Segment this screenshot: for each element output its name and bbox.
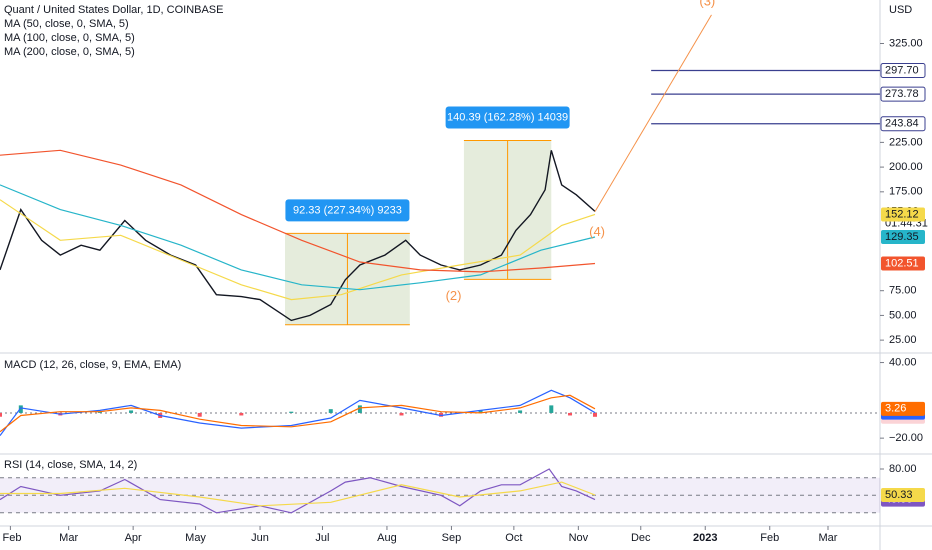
histogram-bar: [439, 412, 444, 417]
badge-label: 129.35: [885, 231, 919, 243]
series-line: [0, 184, 596, 291]
series-line: [0, 394, 596, 433]
x-tick-label: Mar: [59, 532, 78, 544]
legend-entry: MA (50, close, 0, SMA, 5): [4, 18, 129, 30]
pane-title: Quant / United States Dollar, 1D, COINBA…: [4, 4, 223, 16]
wave-label: (3): [699, 0, 715, 8]
badge-bg: [881, 207, 925, 222]
wave-label: (4): [589, 224, 605, 239]
price-badge: 243.84: [880, 116, 926, 132]
price-badge: 273.78: [880, 86, 926, 102]
badge-bg: [880, 86, 926, 102]
measure-label: 92.33 (227.34%) 9233: [293, 204, 402, 216]
y-tick-label: 80.00: [889, 463, 917, 475]
price-badge: 129.35: [881, 229, 925, 244]
series-line: [0, 389, 596, 436]
badge-label: 152.12: [885, 208, 919, 220]
histogram-bar: [549, 405, 554, 413]
badge-bg: [880, 116, 926, 132]
legend-entry: MA (100, close, 0, SMA, 5): [4, 32, 135, 44]
x-tick-label: 2023: [693, 532, 717, 544]
y-tick-label: 40.00: [889, 356, 917, 368]
price-badge: 50.33: [881, 487, 925, 502]
badge-bg: [880, 62, 926, 78]
measure-label-bg: [285, 199, 410, 222]
projection-line: [594, 14, 712, 212]
y-tick-label: 50.00: [889, 309, 917, 321]
series-line: [0, 481, 596, 507]
series-line: [0, 468, 596, 514]
histogram-bar: [239, 412, 244, 416]
badge-label: 3.26: [885, 403, 906, 415]
pane: (2) (4) (3): [0, 0, 880, 326]
y-tick-label: 325.00: [889, 37, 923, 49]
x-tick-label: Feb: [3, 532, 22, 544]
badge-label: 297.70: [885, 64, 919, 76]
x-tick-label: Apr: [125, 532, 142, 544]
x-tick-label: Feb: [760, 532, 779, 544]
histogram-bar: [357, 405, 362, 413]
x-tick-label: Oct: [505, 532, 522, 544]
y-tick-label: 200.00: [889, 161, 923, 173]
price-badge: 3.26: [881, 401, 925, 416]
wave-label: (2): [446, 288, 462, 303]
histogram-bar: [592, 412, 597, 417]
histogram-bar: [97, 411, 102, 413]
x-tick-label: Dec: [631, 532, 651, 544]
pane: [0, 468, 880, 514]
y-tick-label: 75.00: [889, 285, 917, 297]
price-badge: 102.51: [881, 256, 925, 271]
legend-entry: MA (200, close, 0, SMA, 5): [4, 46, 135, 58]
series-line: [0, 149, 596, 273]
x-tick-label: Nov: [569, 532, 589, 544]
series-line: [0, 150, 596, 322]
badge-bg: [881, 256, 925, 271]
pane: [0, 389, 880, 436]
badge-label: 102.51: [885, 257, 919, 269]
badge-label: 243.84: [885, 118, 919, 130]
x-tick-label: Aug: [377, 532, 397, 544]
badge-label: 50.33: [885, 489, 913, 501]
pane-title: MACD (12, 26, close, 9, EMA, EMA): [4, 359, 181, 371]
x-tick-label: Sep: [442, 532, 462, 544]
price-badge: 152.12: [881, 207, 925, 222]
measure-label: 140.39 (162.28%) 14039: [447, 111, 568, 123]
histogram-bar: [328, 409, 333, 413]
x-tick-label: Jun: [251, 532, 269, 544]
x-tick-label: May: [185, 532, 206, 544]
y-tick-label: −20.00: [889, 432, 923, 444]
series-line: [0, 199, 596, 301]
measure-label-bg: [445, 106, 570, 129]
histogram-bar: [289, 411, 294, 413]
x-tick-label: Jul: [315, 532, 329, 544]
histogram-bar: [0, 412, 2, 417]
histogram-bar: [518, 410, 523, 413]
histogram-bar: [399, 412, 404, 416]
y-tick-label: 225.00: [889, 136, 923, 148]
histogram-bar: [18, 405, 23, 413]
histogram-bar: [197, 412, 202, 417]
price-badge: 297.70: [880, 62, 926, 78]
histogram-bar: [568, 412, 573, 416]
axis-unit: USD: [889, 4, 912, 16]
badge-bg: [881, 229, 925, 244]
pane-title: RSI (14, close, SMA, 14, 2): [4, 459, 137, 471]
histogram-bar: [478, 410, 483, 413]
histogram-bar: [129, 410, 134, 413]
badge-bg: [881, 487, 925, 502]
y-tick-label: 25.00: [889, 334, 917, 346]
y-tick-label: 175.00: [889, 186, 923, 198]
badge-bg: [881, 401, 925, 416]
badge-label: 273.78: [885, 88, 919, 100]
x-tick-label: Mar: [819, 532, 838, 544]
